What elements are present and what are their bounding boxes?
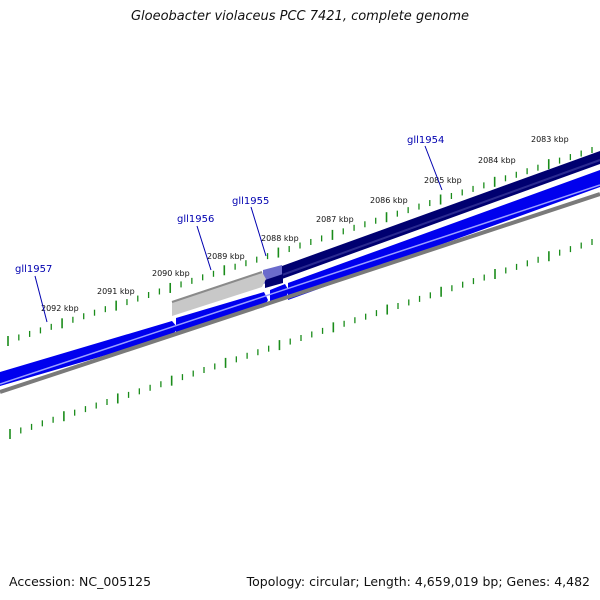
- leader-line: [196, 225, 212, 271]
- grey-backbone-line: [0, 192, 600, 394]
- kbp-labels: 2083 kbp 2084 kbp 2085 kbp 2086 kbp 2087…: [41, 135, 569, 313]
- outer-tick-row: [7, 147, 593, 346]
- grey-gene-edge: [171, 271, 263, 303]
- gene-labels: gll1954 gll1955 gll1956 gll1957: [15, 135, 444, 323]
- kbp-label: 2091 kbp: [97, 287, 135, 296]
- kbp-label: 2086 kbp: [370, 196, 408, 205]
- gene-label[interactable]: gll1957: [15, 264, 52, 275]
- leader-line: [34, 275, 48, 323]
- dark-gene-inner-line: [281, 159, 600, 276]
- map-title: Gloeobacter violaceus PCC 7421, complete…: [130, 9, 470, 24]
- kbp-label: 2084 kbp: [478, 156, 516, 165]
- inner-tick-row: [9, 239, 593, 439]
- accession-text: Accession: NC_005125: [9, 574, 152, 589]
- blue-gene-left[interactable]: [0, 321, 178, 386]
- gene-label[interactable]: gll1955: [232, 196, 269, 207]
- gene-label[interactable]: gll1956: [177, 214, 214, 225]
- genome-summary-text: Topology: circular; Length: 4,659,019 bp…: [246, 574, 590, 589]
- kbp-label: 2092 kbp: [41, 304, 79, 313]
- leader-line: [250, 206, 267, 257]
- gene-label[interactable]: gll1954: [407, 135, 444, 146]
- blue-gene-right[interactable]: [288, 170, 600, 300]
- leader-line: [424, 145, 443, 191]
- kbp-label: 2085 kbp: [424, 176, 462, 185]
- kbp-label: 2083 kbp: [531, 135, 569, 144]
- dark-small-gene[interactable]: [265, 274, 283, 288]
- kbp-label: 2088 kbp: [261, 234, 299, 243]
- blue-track-highlight: [0, 184, 600, 385]
- kbp-label: 2087 kbp: [316, 215, 354, 224]
- kbp-label: 2089 kbp: [207, 252, 245, 261]
- kbp-label: 2090 kbp: [152, 269, 190, 278]
- grey-gene-arrow[interactable]: [172, 272, 266, 316]
